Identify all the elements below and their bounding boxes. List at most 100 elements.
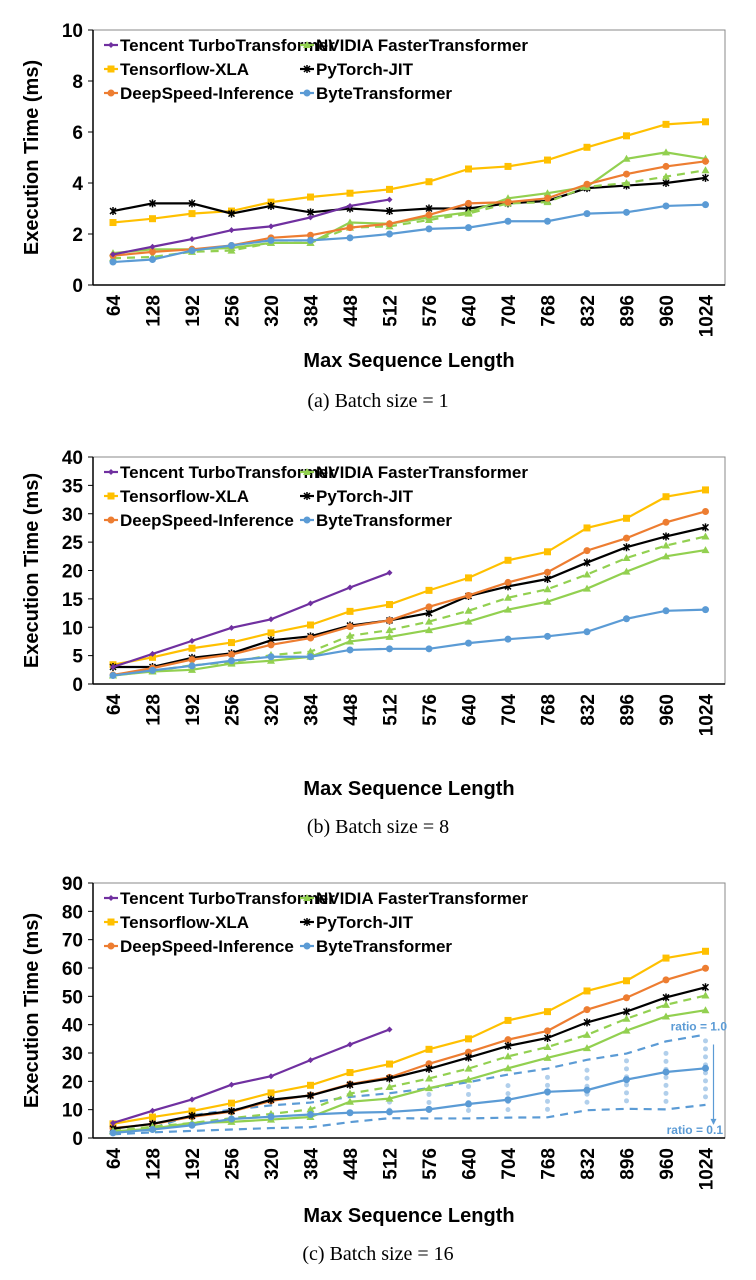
legend-marker: [108, 469, 114, 475]
data-point: [386, 601, 393, 609]
data-point: [188, 199, 196, 208]
x-tick-label: 64: [104, 1148, 125, 1170]
data-point: [702, 157, 709, 165]
ratio-dot: [584, 1099, 590, 1105]
annotation-ratio-lower: ratio = 0.1: [667, 1123, 724, 1137]
series-tensorflow-xla: [109, 118, 709, 227]
x-axis-label: Max Sequence Length: [303, 778, 514, 800]
series-nvidia-fastertransformer: [109, 148, 710, 257]
data-point: [149, 666, 156, 674]
data-point: [110, 251, 116, 258]
data-point: [149, 1126, 156, 1133]
ratio-dot: [663, 1098, 669, 1104]
series-line: [112, 608, 706, 677]
data-point: [464, 209, 473, 217]
x-tick-label: 448: [341, 694, 362, 726]
data-point: [701, 1006, 710, 1014]
data-point: [504, 1036, 512, 1044]
legend-label: PyTorch-JIT: [316, 487, 414, 506]
x-tick-label: 896: [618, 694, 639, 726]
data-point: [504, 217, 512, 225]
data-point: [188, 247, 196, 255]
x-tick-label: 768: [539, 295, 560, 327]
data-point: [307, 621, 314, 629]
x-tick-label: 256: [223, 1148, 244, 1180]
data-point: [544, 1027, 551, 1035]
data-point: [504, 556, 512, 564]
series-line: [112, 1028, 390, 1125]
data-point: [346, 1109, 354, 1117]
x-tick-label: 128: [144, 1148, 165, 1180]
data-point: [504, 605, 512, 613]
data-point: [623, 1076, 630, 1084]
legend-marker: [303, 492, 311, 500]
ratio-dot: [426, 1091, 432, 1097]
ratio-dot: [624, 1098, 629, 1104]
data-point: [465, 574, 472, 582]
data-point: [228, 624, 235, 631]
data-point: [544, 156, 551, 164]
series-tensorflow-xla: [109, 947, 709, 1128]
data-point: [701, 523, 710, 532]
data-point: [701, 546, 710, 554]
data-point: [543, 585, 552, 593]
x-tick-label: 960: [657, 694, 678, 726]
series-pytorch-jit: [109, 173, 710, 218]
data-point: [346, 623, 354, 631]
legend-label: Tensorflow-XLA: [120, 60, 249, 79]
x-tick-label: 1024: [697, 295, 718, 338]
ratio-dot: [466, 1107, 471, 1113]
data-point: [385, 1083, 394, 1090]
data-point: [465, 1035, 472, 1043]
data-point: [504, 635, 512, 643]
data-point: [425, 617, 433, 625]
data-point: [109, 1129, 117, 1137]
legend-marker: [303, 65, 311, 73]
series-line: [112, 967, 706, 1130]
x-tick-label: 704: [499, 694, 520, 726]
data-point: [267, 236, 275, 244]
legend-label: Tencent TurboTransformer: [120, 463, 335, 482]
x-tick-label: 832: [578, 295, 599, 327]
ratio-dot: [505, 1091, 511, 1097]
data-point: [267, 201, 275, 210]
data-point: [662, 976, 670, 984]
data-point: [188, 1121, 196, 1129]
chart-panel: 0 10 20 30 40 50 60 70 80 90 64 128 192 256 320 384 448 5…: [21, 874, 727, 1265]
data-point: [109, 207, 117, 216]
legend-marker: [108, 895, 114, 901]
data-point: [110, 1119, 116, 1126]
data-point: [386, 1060, 393, 1068]
ratio-dot: [703, 1070, 708, 1076]
data-point: [543, 597, 552, 605]
x-tick-label: 832: [578, 1148, 599, 1180]
data-point: [385, 207, 394, 216]
chart-panel: 0 5 10 15 20 25 30 35 40 64 128 192 256 320 384 448 512 5…: [21, 448, 726, 838]
series-deepspeed-inference: [109, 964, 709, 1132]
data-point: [465, 165, 472, 173]
series-tencent-turbotransformer: [110, 569, 393, 670]
ratio-dot: [624, 1066, 629, 1072]
x-tick-label: 704: [499, 1148, 520, 1180]
data-point: [622, 543, 631, 552]
data-point: [346, 1069, 354, 1077]
data-point: [346, 637, 354, 645]
data-point: [188, 644, 196, 652]
data-point: [386, 185, 393, 193]
data-point: [307, 193, 314, 201]
legend-label: ByteTransformer: [316, 84, 452, 103]
data-point: [662, 1068, 670, 1076]
data-point: [583, 143, 591, 151]
x-axis-label: Max Sequence Length: [303, 350, 514, 372]
x-tick-label: 896: [618, 1148, 639, 1180]
data-point: [227, 209, 236, 218]
ratio-dot: [703, 1038, 708, 1044]
data-point: [267, 629, 275, 637]
series-pytorch-jit: [109, 983, 710, 1133]
x-tick-label: 64: [104, 295, 125, 317]
data-point: [306, 1091, 315, 1100]
data-point: [464, 606, 473, 614]
data-point: [622, 567, 631, 575]
